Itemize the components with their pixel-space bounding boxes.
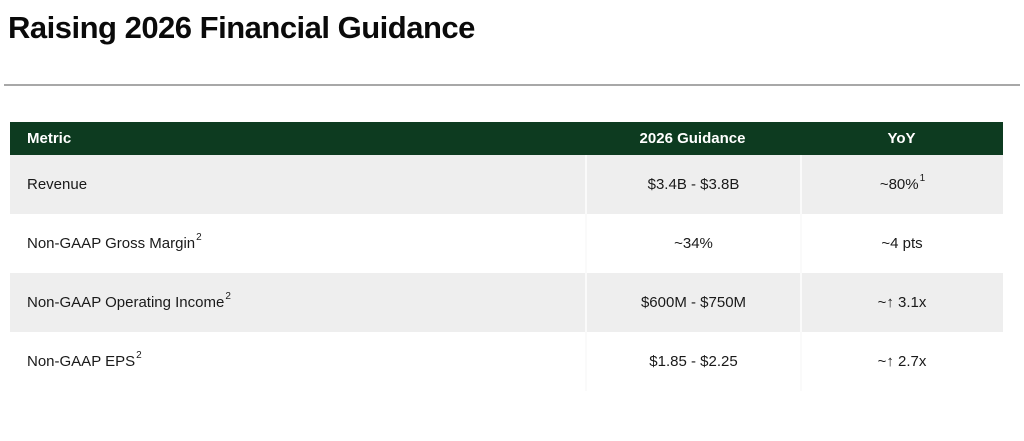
guidance-cell: $3.4B - $3.8B (585, 155, 800, 214)
guidance-cell: ~34% (585, 214, 800, 273)
metric-cell: Non-GAAP Gross Margin 2 (27, 231, 202, 252)
table-row: Revenue $3.4B - $3.8B ~80% 1 (10, 155, 1003, 214)
page-title: Raising 2026 Financial Guidance (8, 10, 475, 45)
guidance-value: $1.85 - $2.25 (649, 353, 738, 370)
guidance-value: ~34% (674, 235, 713, 252)
guidance-cell: $600M - $750M (585, 273, 800, 332)
header-guidance: 2026 Guidance (639, 130, 746, 147)
metric-label: Non-GAAP Gross Margin (27, 235, 196, 252)
title-divider-rule (4, 84, 1020, 86)
yoy-cell: ~↑ 3.1x (800, 273, 1003, 332)
yoy-value: ~↑ 2.7x (877, 353, 927, 370)
header-yoy: YoY (887, 130, 916, 147)
metric-label: Non-GAAP EPS (27, 353, 136, 370)
metric-cell: Non-GAAP EPS 2 (27, 349, 142, 370)
guidance-cell: $1.85 - $2.25 (585, 332, 800, 391)
yoy-value: ~4 pts (881, 235, 923, 252)
yoy-value: ~80% (879, 176, 919, 193)
table-row: Non-GAAP EPS 2 $1.85 - $2.25 ~↑ 2.7x (10, 332, 1003, 391)
table-header-row: Metric 2026 Guidance YoY (10, 122, 1003, 155)
guidance-table: Metric 2026 Guidance YoY Revenue $3.4B -… (10, 122, 1003, 391)
guidance-value: $3.4B - $3.8B (647, 176, 740, 193)
table-row: Non-GAAP Gross Margin 2 ~34% ~4 pts (10, 214, 1003, 273)
metric-label: Revenue (27, 176, 88, 193)
metric-cell: Non-GAAP Operating Income 2 (27, 290, 231, 311)
yoy-cell: ~↑ 2.7x (800, 332, 1003, 391)
yoy-cell: ~80% 1 (800, 155, 1003, 214)
guidance-value: $600M - $750M (640, 294, 747, 311)
yoy-cell: ~4 pts (800, 214, 1003, 273)
header-metric: Metric (27, 130, 72, 147)
yoy-value: ~↑ 3.1x (877, 294, 927, 311)
table-row: Non-GAAP Operating Income 2 $600M - $750M… (10, 273, 1003, 332)
metric-cell: Revenue (10, 155, 585, 214)
metric-label: Non-GAAP Operating Income (27, 294, 225, 311)
